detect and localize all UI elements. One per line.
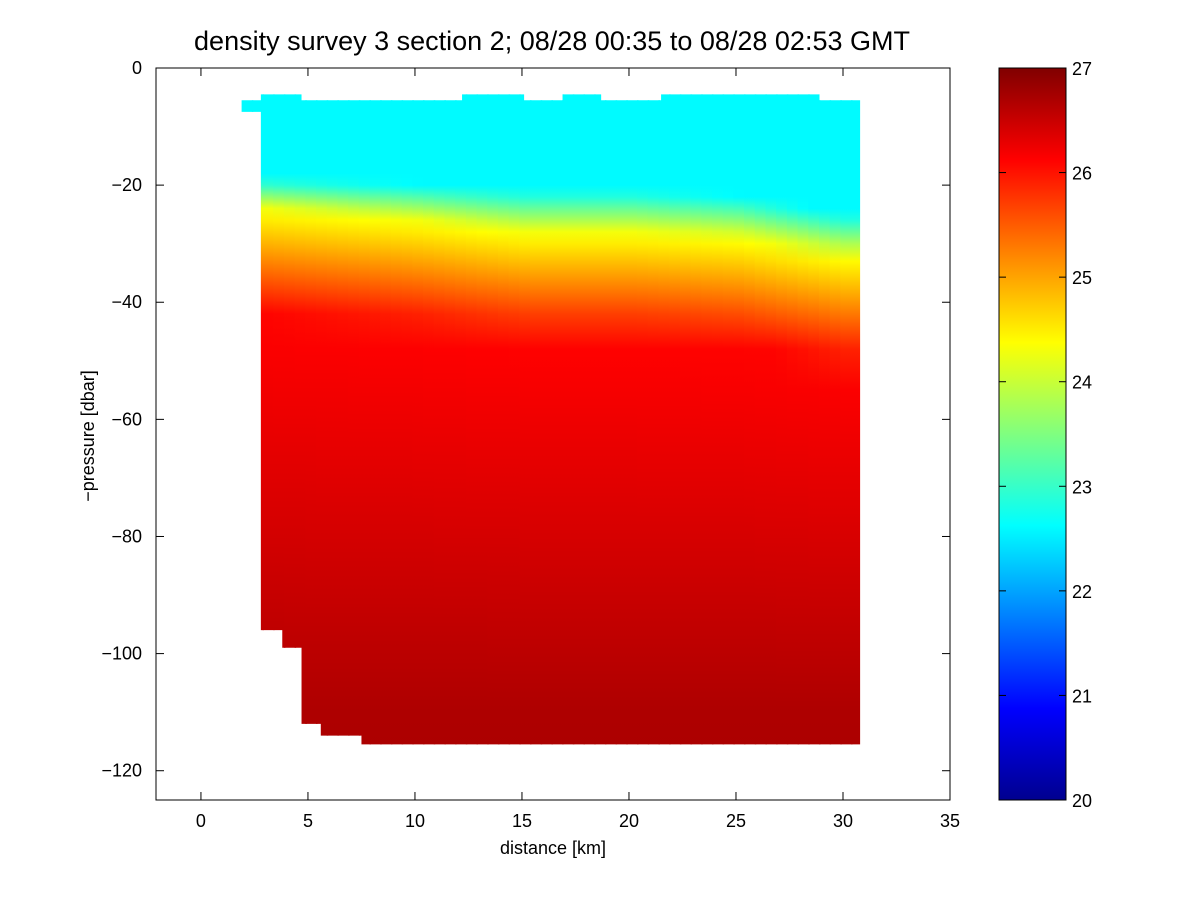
density-column	[808, 94, 821, 745]
colorbar	[998, 67, 1067, 801]
density-column	[465, 94, 479, 745]
density-column	[455, 94, 468, 745]
density-column	[797, 94, 810, 745]
density-column	[690, 94, 703, 745]
x-tick-label: 5	[303, 811, 313, 831]
colorbar-tick-label: 23	[1072, 477, 1092, 497]
density-column	[519, 94, 532, 745]
x-tick-label: 25	[726, 811, 746, 831]
density-column	[722, 94, 735, 745]
y-tick-label: −20	[111, 175, 142, 195]
density-column	[615, 94, 628, 745]
density-column	[390, 94, 404, 745]
density-column	[530, 94, 543, 745]
density-column	[829, 94, 842, 745]
density-column	[497, 94, 511, 745]
density-column	[818, 94, 832, 745]
colorbar-tick-label: 24	[1072, 373, 1092, 393]
density-column	[401, 94, 414, 745]
density-column	[326, 94, 339, 745]
density-column	[840, 94, 853, 745]
density-column	[701, 94, 714, 745]
density-column	[283, 94, 297, 745]
density-column	[369, 94, 382, 745]
axes-box	[155, 67, 951, 801]
y-tick-label: −120	[101, 761, 142, 781]
density-column	[423, 94, 436, 745]
density-column	[711, 94, 725, 745]
density-column	[658, 94, 671, 745]
x-tick-label: 35	[940, 811, 960, 831]
density-column	[669, 94, 682, 745]
colorbar-tick-label: 21	[1072, 686, 1092, 706]
density-column	[294, 94, 307, 745]
density-column	[679, 94, 693, 745]
density-column	[316, 94, 329, 745]
colorbar-tick-label: 20	[1072, 791, 1092, 811]
y-tick-label: −100	[101, 644, 142, 664]
x-axis: 0 5 10 15 20 25 30 35	[196, 68, 960, 831]
y-tick-label: 0	[132, 58, 142, 78]
density-column	[786, 94, 800, 745]
y-tick-label: −80	[111, 526, 142, 546]
density-column	[444, 94, 457, 745]
chart-title: density survey 3 section 2; 08/28 00:35 …	[194, 26, 910, 56]
density-column	[604, 94, 618, 745]
density-column	[433, 94, 446, 745]
density-column	[776, 94, 789, 745]
density-column	[337, 94, 350, 745]
density-column	[851, 94, 861, 745]
colorbar-ticks: 20 21 22 23 24 25 26 27	[999, 59, 1092, 811]
x-axis-label: distance [km]	[500, 838, 606, 858]
y-tick-label: −40	[111, 292, 142, 312]
density-column	[380, 94, 393, 745]
density-column	[305, 94, 318, 745]
density-column	[273, 94, 286, 745]
density-column	[540, 94, 553, 745]
density-column	[647, 94, 660, 745]
density-column	[508, 94, 521, 745]
density-column	[262, 94, 275, 745]
density-column	[572, 94, 586, 745]
density-column	[562, 94, 575, 745]
colorbar-tick-label: 27	[1072, 59, 1092, 79]
y-axis: 0 −20 −40 −60 −80 −100 −120	[101, 58, 950, 781]
y-tick-label: −60	[111, 409, 142, 429]
density-column	[765, 94, 778, 745]
density-column	[358, 94, 372, 745]
x-tick-label: 0	[196, 811, 206, 831]
density-column	[754, 94, 767, 745]
density-column	[626, 94, 639, 745]
density-column	[744, 94, 757, 745]
density-field	[241, 94, 861, 745]
density-column	[551, 94, 564, 745]
x-tick-label: 15	[512, 811, 532, 831]
y-axis-label: −pressure [dbar]	[78, 370, 98, 502]
density-column	[348, 94, 361, 745]
density-column	[412, 94, 425, 745]
x-tick-label: 30	[833, 811, 853, 831]
x-tick-label: 10	[405, 811, 425, 831]
density-column	[476, 94, 489, 745]
density-column	[487, 94, 500, 745]
density-column	[583, 94, 596, 745]
density-column	[637, 94, 650, 745]
colorbar-tick-label: 26	[1072, 164, 1092, 184]
colorbar-tick-label: 25	[1072, 268, 1092, 288]
colorbar-tick-label: 22	[1072, 582, 1092, 602]
density-column	[733, 94, 746, 745]
x-tick-label: 20	[619, 811, 639, 831]
density-column	[594, 94, 607, 745]
